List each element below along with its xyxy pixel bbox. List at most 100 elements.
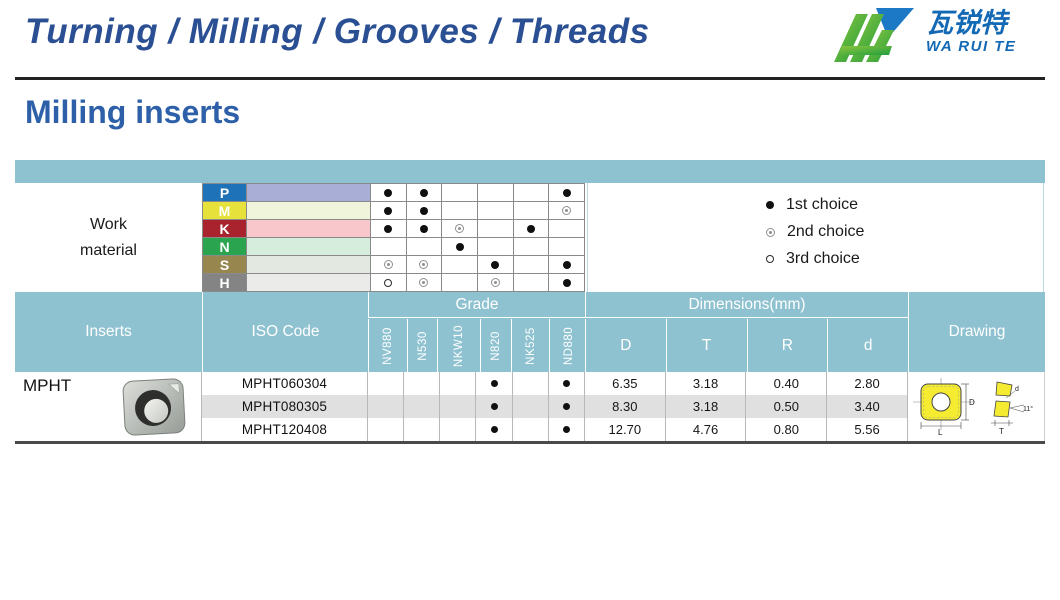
choice-cell-m-n820 bbox=[478, 202, 513, 219]
dimension-value-D: 6.35 bbox=[585, 372, 666, 395]
choice-cell-s-nkw10 bbox=[442, 256, 477, 273]
grade-header-label: NK525 bbox=[524, 326, 537, 365]
grade-header-label: N820 bbox=[490, 330, 503, 361]
insert-photo bbox=[122, 378, 186, 436]
choice-cell-k-nkw10 bbox=[442, 220, 477, 237]
legend-item-3rd: 3rd choice bbox=[766, 250, 864, 268]
choice-cell-s-n530 bbox=[406, 256, 442, 273]
work-material-row-p-strip bbox=[247, 184, 370, 201]
header-divider bbox=[15, 77, 1045, 80]
dimension-value-R: 0.80 bbox=[746, 418, 828, 441]
dimension-value-R: 0.40 bbox=[746, 372, 828, 395]
insert-row-mpht060304: MPHT060304 6.35 3.18 0.40 2.80 bbox=[202, 372, 908, 395]
logo-mark-icon bbox=[834, 8, 914, 62]
grade-dot-cell-n530 bbox=[404, 418, 441, 441]
insert-rows: MPHT060304 6.35 3.18 0.40 2.80 MPHT080305 8.30… bbox=[202, 372, 908, 441]
grade-dot-cell-nv880 bbox=[368, 372, 405, 395]
column-header-inserts: Inserts bbox=[85, 323, 132, 340]
second-choice-dot bbox=[419, 260, 429, 269]
dimension-value-d: 3.40 bbox=[827, 395, 908, 418]
choice-cell-p-nv880 bbox=[371, 184, 406, 201]
work-material-row-m-strip bbox=[247, 202, 370, 219]
second-choice-dot bbox=[490, 278, 500, 287]
insert-name: MPHT bbox=[23, 376, 72, 395]
iso-code-cell: MPHT060304 bbox=[202, 372, 368, 395]
table-header-band: Inserts ISO Code Grade NV880 N530 NKW10 N82… bbox=[15, 292, 1045, 372]
page-header-title: Turning / Milling / Grooves / Threads bbox=[25, 12, 650, 51]
brand-logo: 瓦锐特 WA RUI TE bbox=[830, 4, 1044, 70]
first-choice-dot bbox=[526, 224, 535, 233]
grade-header-nkw10: NKW10 bbox=[437, 319, 480, 372]
choice-cell-s-nd880 bbox=[549, 256, 584, 273]
first-choice-dot bbox=[384, 224, 393, 233]
choice-cell-n-nv880 bbox=[371, 238, 406, 255]
choice-cell-p-nkw10 bbox=[442, 184, 477, 201]
choice-cell-h-n820 bbox=[478, 274, 513, 291]
work-material-row-s-strip bbox=[247, 256, 370, 273]
grade-dot-cell-nd880 bbox=[549, 395, 585, 418]
first-choice-dot bbox=[562, 188, 571, 197]
grade-header-label: ND880 bbox=[563, 326, 576, 365]
choice-cell-p-nd880 bbox=[549, 184, 584, 201]
grade-dot-cell-n530 bbox=[404, 372, 441, 395]
technical-drawing: D L d 11° T bbox=[913, 377, 1033, 437]
legend-label: 1st choice bbox=[786, 196, 859, 213]
grade-header-label: NKW10 bbox=[453, 324, 466, 367]
legend-label: 2nd choice bbox=[787, 223, 865, 240]
first-choice-dot bbox=[419, 188, 428, 197]
choice-cell-p-n820 bbox=[478, 184, 513, 201]
choice-cell-p-nk525 bbox=[513, 184, 549, 201]
choice-cell-n-nd880 bbox=[549, 238, 584, 255]
work-material-row-n-label: N bbox=[203, 238, 246, 255]
choice-cell-n-nkw10 bbox=[442, 238, 477, 255]
dimension-value-T: 3.18 bbox=[666, 395, 747, 418]
first-choice-dot bbox=[562, 260, 571, 269]
first-choice-dot bbox=[384, 188, 393, 197]
dimension-value-D: 12.70 bbox=[585, 418, 666, 441]
column-group-grade: Grade bbox=[368, 292, 585, 318]
choice-cell-h-nk525 bbox=[513, 274, 549, 291]
grade-dot-cell-nkw10 bbox=[440, 395, 477, 418]
first-choice-dot bbox=[562, 380, 570, 387]
work-material-row-s-label: S bbox=[203, 256, 246, 273]
choice-cell-s-n820 bbox=[478, 256, 513, 273]
grade-dot-cell-n820 bbox=[476, 418, 513, 441]
work-material-row-h-label: H bbox=[203, 274, 246, 291]
drawing-dim-D: D bbox=[969, 398, 975, 407]
drawing-dim-T: T bbox=[999, 427, 1004, 436]
table-data-band: MPHT bbox=[15, 372, 1045, 441]
work-material-row-k-strip bbox=[247, 220, 370, 237]
work-material-row-n-strip bbox=[247, 238, 370, 255]
first-choice-dot bbox=[766, 201, 774, 209]
second-choice-dot bbox=[562, 206, 572, 215]
first-choice-dot bbox=[490, 403, 498, 410]
choice-cell-k-nk525 bbox=[513, 220, 549, 237]
dimension-header-D: D bbox=[620, 336, 632, 354]
legend-label: 3rd choice bbox=[786, 250, 860, 267]
work-material-row-k-label: K bbox=[203, 220, 246, 237]
third-choice-dot bbox=[766, 255, 774, 263]
grade-dot-cell-nd880 bbox=[549, 372, 585, 395]
work-material-row-h-strip bbox=[247, 274, 370, 291]
choice-cell-m-nv880 bbox=[371, 202, 406, 219]
grade-header-label: NV880 bbox=[381, 326, 394, 365]
grade-dot-cell-nk525 bbox=[513, 395, 549, 418]
choice-cell-s-nk525 bbox=[513, 256, 549, 273]
dimension-value-T: 3.18 bbox=[666, 372, 747, 395]
grade-header-nv880: NV880 bbox=[369, 319, 407, 372]
choice-cell-h-n530 bbox=[406, 274, 442, 291]
column-header-iso-code: ISO Code bbox=[202, 292, 368, 372]
column-header-drawing: Drawing bbox=[908, 292, 1045, 372]
grade-dot-cell-nk525 bbox=[513, 418, 549, 441]
first-choice-dot bbox=[419, 206, 428, 215]
choice-cell-m-nk525 bbox=[513, 202, 549, 219]
first-choice-dot bbox=[562, 426, 570, 433]
dimension-header-d: d bbox=[827, 319, 908, 372]
iso-code-cell: MPHT080305 bbox=[202, 395, 368, 418]
grade-header-n530: N530 bbox=[406, 319, 438, 372]
drawing-dim-L: L bbox=[938, 428, 943, 437]
